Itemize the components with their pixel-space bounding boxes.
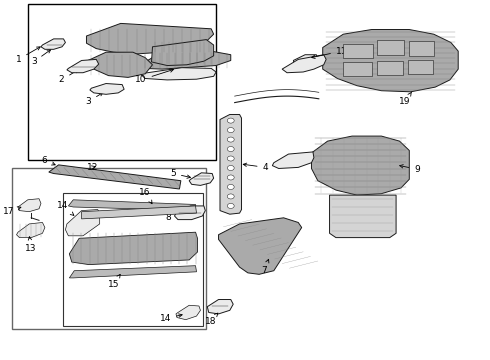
Text: 1: 1 (16, 47, 40, 64)
Polygon shape (140, 68, 216, 80)
Polygon shape (67, 59, 98, 73)
Bar (343, 44, 372, 58)
Text: 2: 2 (59, 69, 78, 85)
Bar (409, 41, 434, 56)
Text: 19: 19 (399, 92, 412, 106)
Text: 14: 14 (160, 314, 182, 323)
Bar (377, 40, 404, 55)
Text: 8: 8 (165, 212, 186, 222)
Polygon shape (17, 222, 45, 238)
Polygon shape (282, 55, 326, 73)
Polygon shape (66, 210, 99, 236)
Bar (376, 61, 403, 75)
Circle shape (227, 156, 234, 161)
Circle shape (227, 194, 234, 199)
Text: 14: 14 (57, 202, 74, 215)
Polygon shape (81, 206, 196, 219)
Polygon shape (70, 232, 197, 265)
Circle shape (227, 147, 234, 152)
Polygon shape (330, 195, 396, 238)
Bar (64, 193, 203, 326)
Polygon shape (312, 136, 409, 195)
Polygon shape (86, 23, 214, 54)
Polygon shape (90, 84, 124, 94)
Polygon shape (219, 218, 302, 274)
Polygon shape (207, 300, 233, 314)
Circle shape (227, 137, 234, 142)
Bar (28, 4, 216, 160)
Text: 4: 4 (243, 163, 268, 172)
Bar (343, 62, 371, 76)
Text: 5: 5 (170, 169, 191, 178)
Text: 13: 13 (25, 237, 37, 253)
Polygon shape (220, 114, 242, 214)
Text: 11: 11 (312, 47, 347, 58)
Circle shape (227, 184, 234, 189)
Text: 6: 6 (42, 156, 55, 165)
Polygon shape (176, 305, 200, 320)
Polygon shape (294, 55, 318, 66)
Text: 3: 3 (31, 50, 50, 67)
Polygon shape (49, 165, 181, 189)
Circle shape (227, 175, 234, 180)
Text: 7: 7 (261, 259, 269, 275)
Polygon shape (323, 30, 458, 92)
Polygon shape (69, 200, 196, 211)
Circle shape (227, 118, 234, 123)
Circle shape (227, 127, 234, 132)
Polygon shape (140, 51, 231, 69)
Text: 18: 18 (204, 313, 218, 325)
Polygon shape (18, 199, 41, 212)
Polygon shape (174, 206, 205, 220)
Polygon shape (272, 152, 314, 168)
Bar (12, 168, 206, 329)
Circle shape (227, 166, 234, 171)
Text: 15: 15 (108, 274, 120, 289)
Polygon shape (86, 52, 152, 77)
Polygon shape (151, 40, 214, 66)
Text: 12: 12 (86, 163, 98, 172)
Text: 17: 17 (3, 207, 21, 216)
Bar (408, 60, 433, 74)
Text: 3: 3 (86, 93, 103, 106)
Polygon shape (189, 173, 214, 185)
Text: 10: 10 (135, 69, 173, 85)
Polygon shape (41, 39, 66, 49)
Polygon shape (70, 266, 196, 278)
Text: 9: 9 (400, 165, 420, 174)
Circle shape (227, 203, 234, 208)
Text: 16: 16 (140, 188, 152, 204)
